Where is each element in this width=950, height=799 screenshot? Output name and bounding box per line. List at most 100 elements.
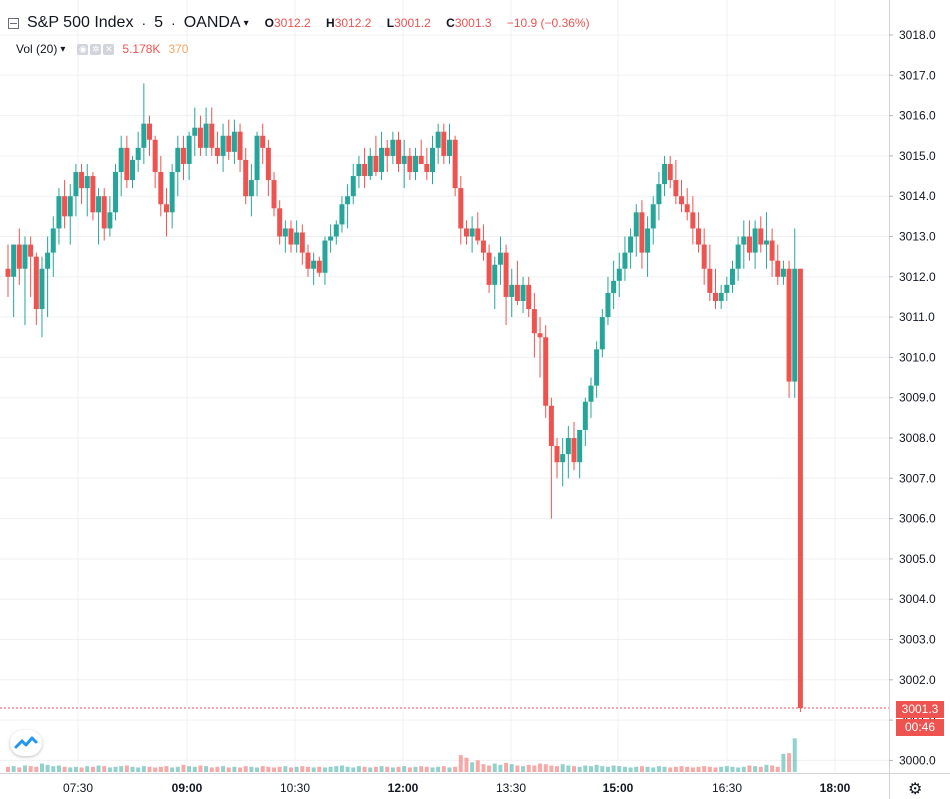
candle-body <box>45 252 51 269</box>
volume-bar <box>430 767 435 772</box>
chevron-down-icon[interactable]: ▾ <box>60 43 66 55</box>
candle-body <box>396 139 402 164</box>
candle-body <box>237 131 243 160</box>
candle-body <box>350 176 356 197</box>
volume-bar <box>73 766 78 772</box>
volume-bar <box>305 766 310 772</box>
volume-bar <box>470 762 475 772</box>
volume-bar <box>266 766 271 772</box>
candle-body <box>265 147 271 181</box>
candle-body <box>152 139 158 173</box>
candle-body <box>616 268 622 281</box>
close-icon[interactable]: ✕ <box>103 43 115 55</box>
close-key: C <box>446 16 455 30</box>
interval-label[interactable]: 5 <box>154 14 164 31</box>
candle-body <box>101 196 107 229</box>
y-tick-label: 3006.0 <box>899 512 936 526</box>
volume-bar <box>730 766 735 772</box>
volume-label[interactable]: Vol (20) <box>16 42 58 56</box>
eye-icon[interactable]: ◉ <box>77 43 89 55</box>
candle-body <box>288 228 294 245</box>
candle-body <box>531 309 537 334</box>
candle-body <box>130 159 136 181</box>
volume-bar <box>136 767 141 772</box>
volume-bar <box>232 766 237 772</box>
candle-body <box>147 123 152 140</box>
candle-body <box>197 127 203 148</box>
candle-body <box>294 232 300 245</box>
tradingview-logo-icon[interactable] <box>10 730 42 756</box>
candle-body <box>588 385 594 402</box>
collapse-icon[interactable] <box>8 17 19 29</box>
candle-body <box>469 228 475 237</box>
volume-bar <box>741 766 746 772</box>
candle-body <box>537 333 543 338</box>
volume-bar <box>605 766 610 772</box>
series-legend: S&P 500 Index · 5 · OANDA ▾ O3012.2 H301… <box>8 14 596 32</box>
candle-body <box>180 147 186 164</box>
gear-icon[interactable]: ⚙ <box>908 781 923 798</box>
volume-bar <box>175 766 180 772</box>
candle-body <box>413 155 419 173</box>
candle-body <box>390 139 396 156</box>
candle-body <box>554 446 560 463</box>
candle-body <box>713 292 718 301</box>
candle-body <box>209 123 215 148</box>
volume-bar <box>764 764 769 772</box>
candle-body <box>645 228 651 253</box>
y-tick-label: 3002.0 <box>899 673 936 687</box>
volume-bar <box>147 766 152 772</box>
volume-bar <box>396 766 401 772</box>
candle-body <box>622 252 628 269</box>
volume-bar <box>436 766 441 772</box>
volume-bar <box>487 765 492 772</box>
gear-icon[interactable]: ✲ <box>90 43 102 55</box>
candle-body <box>480 240 486 253</box>
chevron-down-icon[interactable]: ▾ <box>243 17 249 29</box>
volume-bar <box>34 766 39 772</box>
candle-body <box>503 252 509 297</box>
volume-bar <box>656 766 661 772</box>
candle-body <box>758 228 764 245</box>
volume-bar <box>373 766 378 772</box>
candle-body <box>305 252 311 269</box>
volume-bar <box>277 766 282 772</box>
volume-bar <box>577 766 582 772</box>
volume-bar <box>192 766 197 772</box>
y-tick-label: 3013.0 <box>899 230 936 244</box>
volume-bar <box>385 766 390 772</box>
candle-body <box>780 268 786 277</box>
volume-bar <box>141 766 146 772</box>
volume-bar <box>45 764 50 772</box>
volume-bar <box>634 766 639 772</box>
y-tick-label: 3004.0 <box>899 592 936 606</box>
volume-bar <box>300 766 305 772</box>
candle-body <box>463 228 469 237</box>
last-price-tag: 3001.3 <box>896 701 944 718</box>
volume-bar <box>724 766 729 772</box>
candle-body <box>282 228 288 237</box>
candle-body <box>741 236 747 245</box>
candle-body <box>96 196 102 213</box>
candle-body <box>333 224 339 237</box>
grid-lines <box>0 0 889 773</box>
candle-body <box>673 180 679 197</box>
source-label[interactable]: OANDA <box>183 14 241 31</box>
candle-body <box>356 163 362 177</box>
candle-body <box>345 196 351 205</box>
legend-separator: · <box>141 15 147 31</box>
volume-bar <box>543 764 548 772</box>
y-tick-label: 3009.0 <box>899 391 936 405</box>
volume-bar <box>441 766 446 772</box>
candle-body <box>667 163 673 181</box>
candle-body <box>475 228 481 241</box>
price-axis[interactable]: 3018.0 3017.0 3016.0 3015.0 3014.0 3013.0 3012… <box>889 0 936 799</box>
candle-body <box>509 284 515 297</box>
candle-body <box>599 317 605 350</box>
time-axis[interactable]: 07:30 09:00 10:30 12:00 13:30 15:00 16:30 18:00 <box>0 773 950 796</box>
x-tick-label: 07:30 <box>63 781 93 795</box>
symbol-name[interactable]: S&P 500 Index <box>27 14 134 31</box>
volume-bar <box>317 766 322 772</box>
candle-body <box>565 438 571 455</box>
